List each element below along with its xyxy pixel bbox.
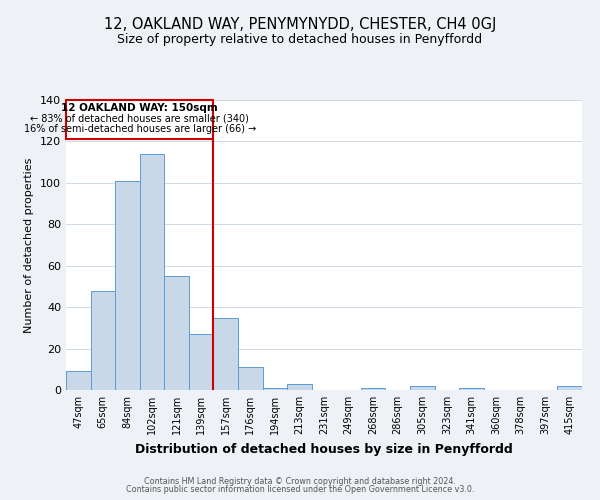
Bar	[238, 367, 263, 390]
Bar	[140, 154, 164, 390]
Bar	[263, 388, 287, 390]
Text: 12 OAKLAND WAY: 150sqm: 12 OAKLAND WAY: 150sqm	[61, 103, 218, 113]
Bar	[91, 290, 115, 390]
Bar	[164, 276, 189, 390]
Text: Size of property relative to detached houses in Penyffordd: Size of property relative to detached ho…	[118, 32, 482, 46]
Bar	[410, 386, 434, 390]
Text: ← 83% of detached houses are smaller (340): ← 83% of detached houses are smaller (34…	[30, 114, 249, 124]
Text: 12, OAKLAND WAY, PENYMYNYDD, CHESTER, CH4 0GJ: 12, OAKLAND WAY, PENYMYNYDD, CHESTER, CH…	[104, 18, 496, 32]
Bar	[557, 386, 582, 390]
Text: Contains HM Land Registry data © Crown copyright and database right 2024.: Contains HM Land Registry data © Crown c…	[144, 476, 456, 486]
Bar	[287, 384, 312, 390]
Bar	[459, 388, 484, 390]
X-axis label: Distribution of detached houses by size in Penyffordd: Distribution of detached houses by size …	[135, 442, 513, 456]
Bar	[214, 318, 238, 390]
FancyBboxPatch shape	[66, 100, 214, 140]
Y-axis label: Number of detached properties: Number of detached properties	[25, 158, 34, 332]
Bar	[361, 388, 385, 390]
Text: Contains public sector information licensed under the Open Government Licence v3: Contains public sector information licen…	[126, 484, 474, 494]
Bar	[66, 372, 91, 390]
Text: 16% of semi-detached houses are larger (66) →: 16% of semi-detached houses are larger (…	[23, 124, 256, 134]
Bar	[189, 334, 214, 390]
Bar	[115, 181, 140, 390]
